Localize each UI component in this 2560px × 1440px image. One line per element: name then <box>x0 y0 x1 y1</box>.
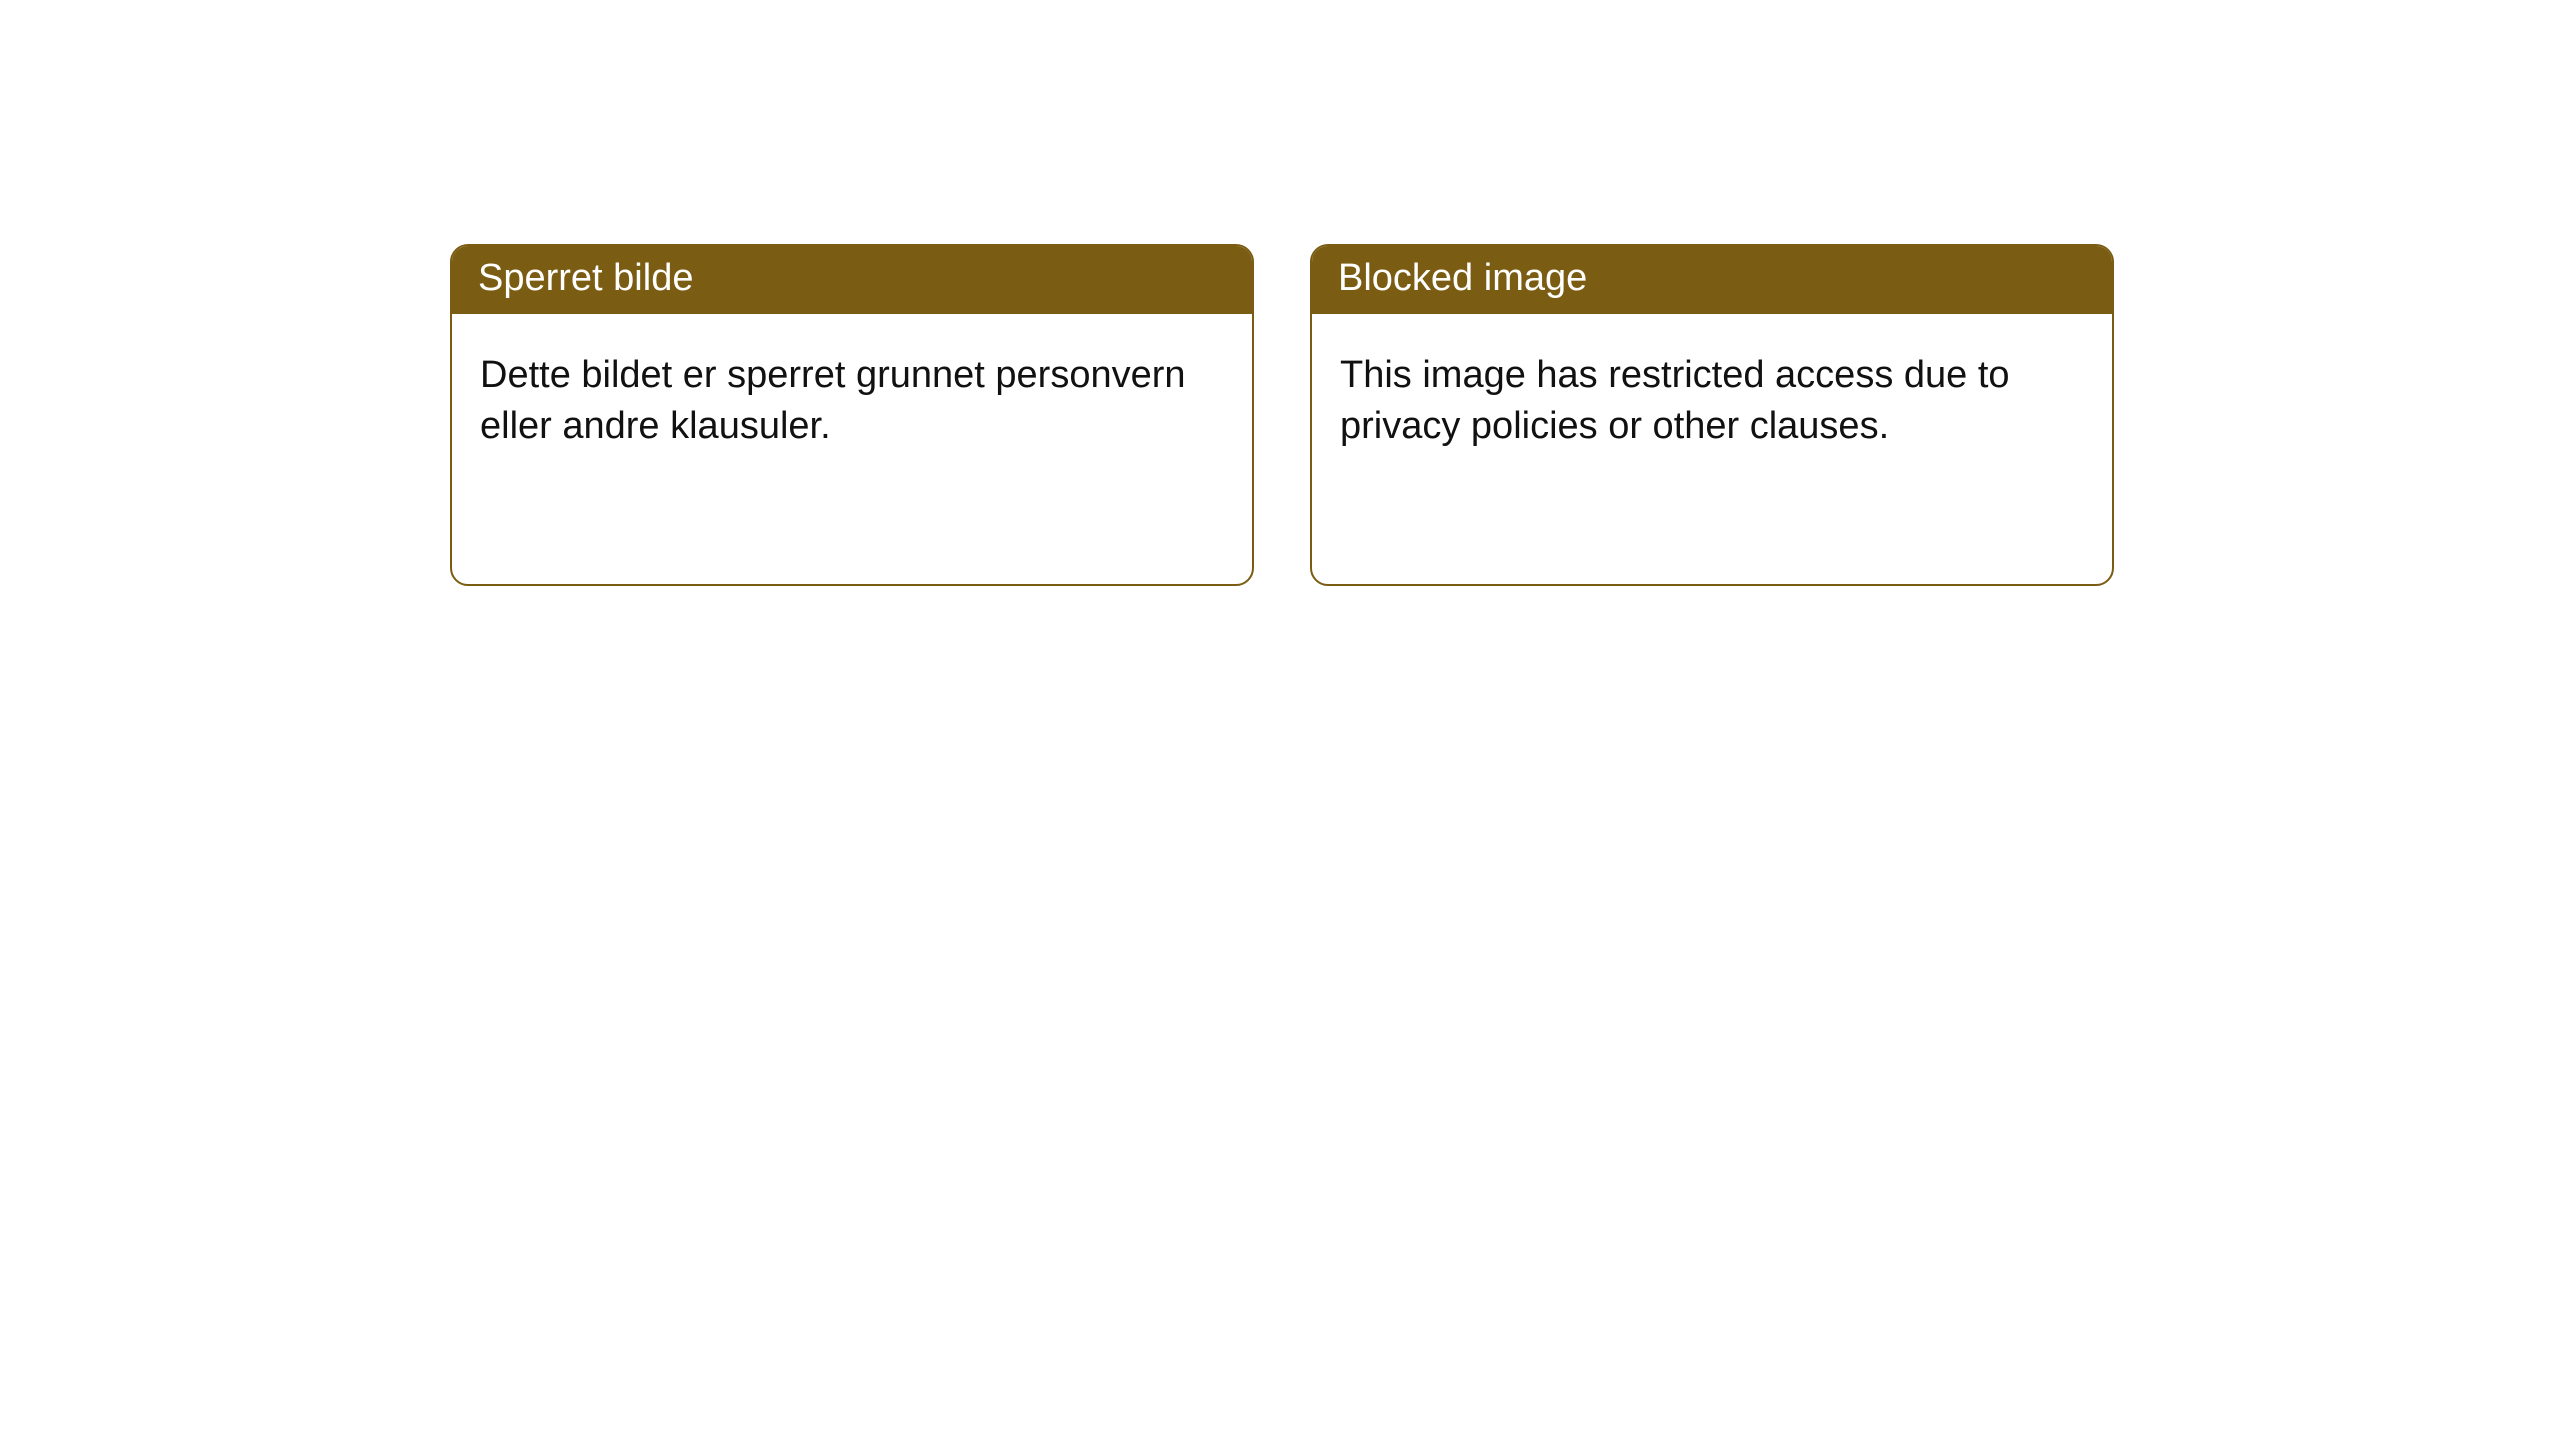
card-body-en: This image has restricted access due to … <box>1312 314 2112 584</box>
cards-container: Sperret bilde Dette bildet er sperret gr… <box>0 0 2560 586</box>
card-body-text-en: This image has restricted access due to … <box>1340 350 2084 453</box>
blocked-image-card-no: Sperret bilde Dette bildet er sperret gr… <box>450 244 1254 586</box>
card-body-no: Dette bildet er sperret grunnet personve… <box>452 314 1252 584</box>
card-body-text-no: Dette bildet er sperret grunnet personve… <box>480 350 1224 453</box>
blocked-image-card-en: Blocked image This image has restricted … <box>1310 244 2114 586</box>
card-header-no: Sperret bilde <box>452 246 1252 314</box>
card-header-en: Blocked image <box>1312 246 2112 314</box>
